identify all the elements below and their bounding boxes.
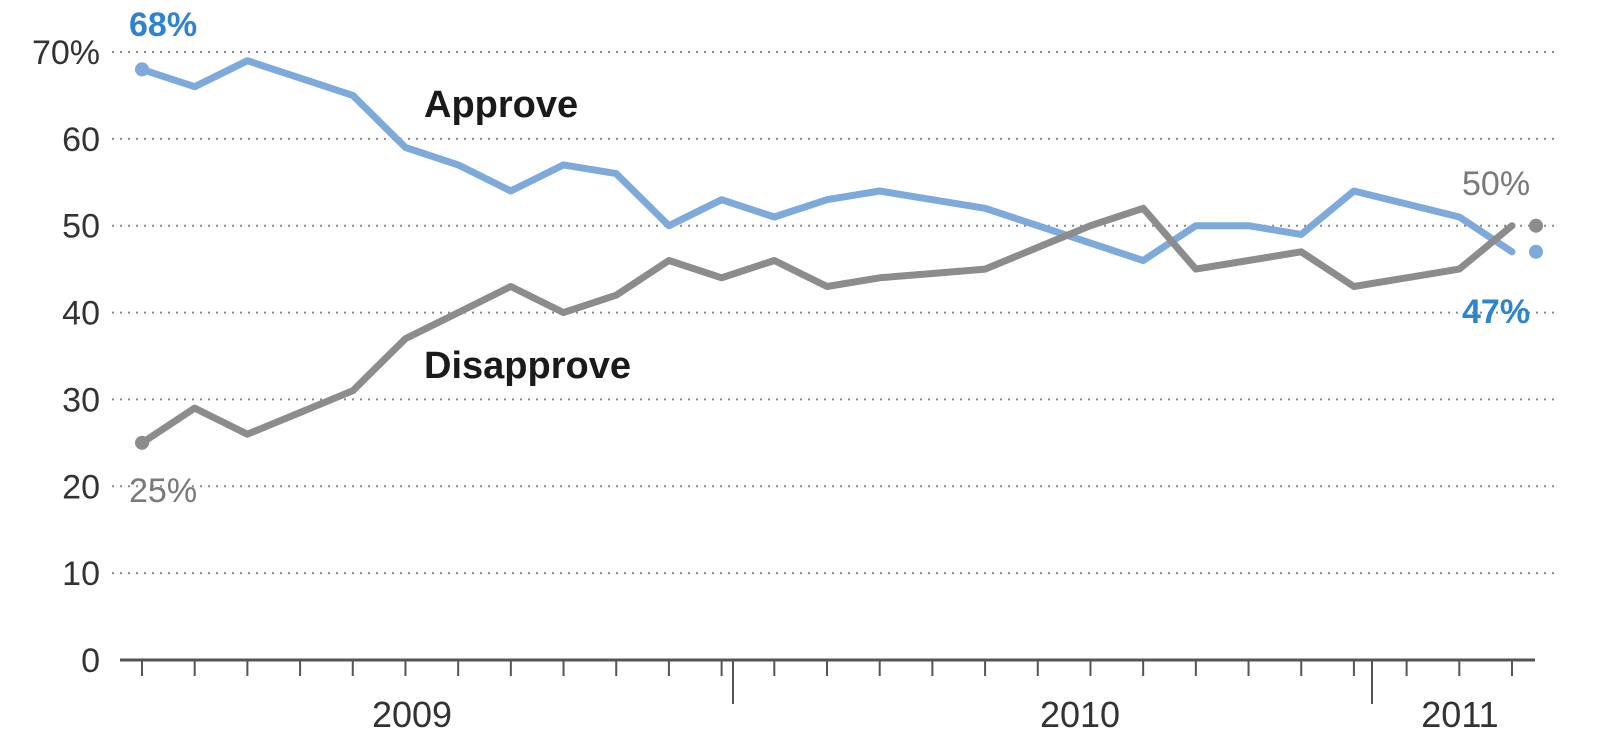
y-tick-label-50: 50 bbox=[62, 208, 100, 246]
x-axis: 2009 2010 2011 bbox=[120, 658, 1535, 735]
y-tick-label-60: 60 bbox=[62, 121, 100, 159]
series-label-approve: Approve bbox=[424, 84, 578, 126]
y-tick-label-70: 70% bbox=[32, 34, 100, 72]
y-axis-tick-labels: 0 10 20 30 40 50 60 70% bbox=[32, 34, 100, 680]
y-tick-label-40: 40 bbox=[62, 295, 100, 333]
series-start-point-approve bbox=[135, 62, 149, 77]
annotations: Approve Disapprove 68% 25% 50% 47% bbox=[129, 6, 1530, 510]
approve-end-label: 47% bbox=[1462, 293, 1530, 331]
approve-start-label: 68% bbox=[129, 6, 197, 44]
disapprove-start-label: 25% bbox=[129, 472, 197, 510]
disapprove-end-label: 50% bbox=[1462, 165, 1530, 203]
series-end-point-disapprove bbox=[1529, 218, 1543, 233]
y-tick-label-30: 30 bbox=[62, 381, 100, 419]
series-end-point-approve bbox=[1529, 244, 1543, 259]
series-lines bbox=[135, 57, 1543, 450]
series-line-disapprove bbox=[138, 204, 1516, 447]
x-tick-label-2010: 2010 bbox=[1040, 694, 1120, 735]
series-label-disapprove: Disapprove bbox=[424, 345, 631, 387]
y-tick-label-10: 10 bbox=[62, 555, 100, 593]
x-tick-label-2009: 2009 bbox=[372, 694, 452, 735]
x-tick-label-2011: 2011 bbox=[1421, 694, 1498, 735]
gridlines bbox=[112, 51, 1560, 575]
y-tick-label-20: 20 bbox=[62, 468, 100, 506]
series-line-approve bbox=[138, 57, 1516, 264]
series-start-point-disapprove bbox=[135, 435, 149, 450]
y-tick-label-0: 0 bbox=[81, 642, 100, 680]
